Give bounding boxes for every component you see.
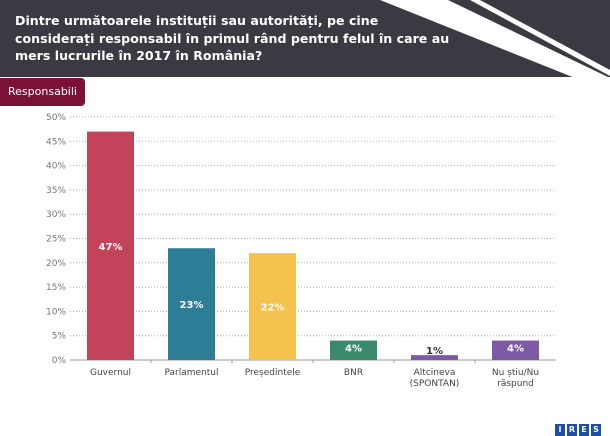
bar [249,253,296,360]
data-label: 4% [345,344,362,355]
data-label: 4% [507,344,524,355]
y-tick-label: 35% [46,186,66,196]
y-tick-label: 0% [52,356,67,366]
y-tick-label: 30% [46,210,66,220]
decorative-stripes [380,0,610,92]
y-tick-label: 5% [52,332,67,342]
x-tick-label: Parlamentul [165,368,219,378]
bar [330,340,377,360]
data-label: 23% [180,300,204,311]
bar [87,131,134,360]
bar [411,355,458,360]
x-tick-label: Președintele [245,368,301,378]
y-tick-label: 10% [46,307,66,317]
data-label: 22% [261,303,285,314]
x-tick-label: Nu știu/Nu răspund [492,368,539,389]
y-tick-label: 15% [46,283,66,293]
x-tick-label: Guvernul [90,368,131,378]
bar [492,340,539,360]
y-tick-label: 40% [46,162,66,172]
bar [168,248,215,360]
x-tick-label: BNR [344,368,363,378]
section-tag: Responsabili [0,78,85,106]
question-title: Dintre următoarele instituții sau autori… [15,13,450,63]
x-tick-label: Altcineva (SPONTAN) [410,368,460,389]
data-label: 1% [426,346,443,357]
data-label: 47% [99,242,123,253]
y-tick-label: 20% [46,259,66,269]
y-tick-label: 50% [46,113,66,123]
y-tick-label: 45% [46,137,66,147]
y-tick-label: 25% [46,235,66,245]
